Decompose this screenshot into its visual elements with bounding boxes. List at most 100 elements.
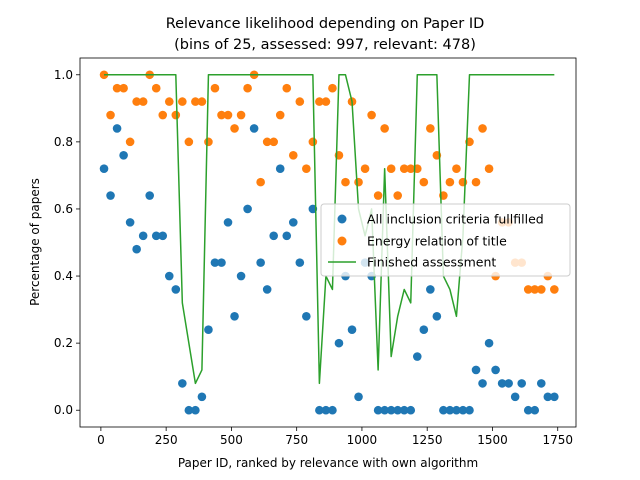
energy-title-point: [399, 164, 409, 173]
energy-title-point: [269, 137, 279, 147]
energy-title-point: [530, 285, 540, 294]
all-criteria-point: [465, 405, 474, 415]
plot-frame: [79, 57, 577, 428]
all-criteria-point: [334, 338, 344, 348]
energy-title-point: [99, 70, 109, 80]
all-criteria-point: [138, 231, 148, 241]
energy-title-point: [178, 97, 187, 106]
energy-title-point: [256, 177, 265, 187]
all-criteria-point: [321, 405, 331, 415]
energy-title-point: [112, 83, 122, 93]
x-tick-label: 250: [155, 433, 178, 447]
energy-title-point: [341, 177, 350, 187]
all-criteria-point: [132, 244, 141, 254]
energy-title-point: [536, 285, 546, 294]
energy-title-point: [243, 83, 252, 93]
energy-title-point: [151, 83, 161, 93]
x-tick-label: 500: [220, 433, 243, 447]
all-criteria-point: [230, 312, 239, 321]
all-criteria-point: [288, 218, 298, 227]
y-tick-label: 0.8: [54, 135, 73, 149]
energy-title-point: [354, 177, 363, 187]
all-criteria-point: [249, 124, 259, 133]
all-criteria-point: [217, 258, 226, 267]
all-criteria-point: [223, 218, 233, 227]
legend-label-all-criteria: All inclusion criteria fullfilled: [367, 212, 544, 227]
all-criteria-point: [112, 124, 122, 133]
energy-title-point: [302, 164, 311, 173]
all-criteria-point: [164, 271, 174, 281]
all-criteria-point: [497, 379, 507, 388]
y-tick-label: 0.2: [54, 336, 73, 350]
y-tick-label: 1.0: [54, 68, 73, 82]
all-criteria-point: [125, 218, 135, 227]
all-criteria-point: [386, 405, 396, 415]
all-criteria-point: [399, 405, 409, 415]
all-criteria-point: [478, 379, 487, 388]
series-0: [99, 124, 559, 415]
energy-title-point: [262, 137, 272, 147]
all-criteria-point: [536, 379, 546, 388]
energy-title-point: [419, 177, 429, 187]
energy-title-point: [184, 137, 194, 147]
y-tick-label: 0.0: [54, 403, 73, 417]
all-criteria-point: [191, 405, 200, 415]
x-axis-label: Paper ID, ranked by relevance with own a…: [178, 456, 478, 470]
all-criteria-point: [393, 405, 403, 415]
energy-title-point: [550, 285, 559, 294]
all-criteria-point: [426, 285, 435, 294]
all-criteria-point: [471, 365, 481, 375]
all-criteria-point: [99, 164, 109, 173]
all-criteria-point: [432, 312, 442, 321]
energy-title-point: [164, 97, 174, 106]
x-axis: 0 250 500 750 1000 1250 1500 1750: [97, 427, 573, 447]
energy-title-point: [236, 110, 246, 120]
y-axis: 0.0 0.2 0.4 0.6 0.8 1.0: [54, 68, 80, 417]
energy-title-point: [367, 110, 376, 120]
legend-label-energy-title: Energy relation of title: [367, 234, 507, 249]
all-criteria-point: [119, 150, 128, 160]
all-criteria-point: [204, 325, 213, 335]
all-criteria-point: [510, 392, 520, 402]
chart-subtitle: (bins of 25, assessed: 997, relevant: 47…: [174, 37, 476, 53]
energy-title-point: [275, 110, 285, 120]
legend-box: [320, 203, 571, 277]
finished-assessment-line: [104, 74, 555, 385]
energy-title-point: [210, 83, 220, 93]
energy-title-point: [217, 110, 226, 120]
all-criteria-point: [302, 312, 311, 321]
all-criteria-point: [145, 191, 154, 200]
all-criteria-point: [243, 204, 252, 214]
energy-title-point: [315, 97, 324, 106]
all-criteria-point: [406, 405, 416, 415]
y-tick-label: 0.6: [54, 202, 73, 216]
energy-title-point: [321, 97, 331, 106]
series-2: [104, 74, 555, 385]
energy-title-point: [393, 191, 403, 200]
x-tick-label: 1500: [477, 433, 508, 447]
all-criteria-point: [275, 164, 285, 173]
legend-marker-energy-title: [337, 236, 347, 246]
x-tick-label: 1000: [347, 433, 378, 447]
all-criteria-point: [262, 285, 272, 294]
all-criteria-point: [458, 405, 468, 415]
energy-title-point: [230, 124, 239, 133]
x-tick-label: 1750: [542, 433, 573, 447]
energy-title-point: [406, 164, 416, 173]
legend: All inclusion criteria fullfilled Energy…: [320, 203, 571, 277]
energy-title-point: [191, 97, 200, 106]
energy-title-point: [328, 83, 337, 93]
all-criteria-point: [295, 258, 305, 267]
energy-title-point: [380, 124, 389, 133]
x-tick-label: 750: [285, 433, 308, 447]
energy-title-point: [132, 97, 141, 106]
energy-title-point: [288, 150, 298, 160]
all-criteria-point: [419, 325, 429, 335]
all-criteria-point: [530, 405, 540, 415]
all-criteria-point: [269, 231, 279, 241]
all-criteria-point: [354, 392, 363, 402]
all-criteria-point: [236, 271, 246, 281]
all-criteria-point: [158, 231, 168, 241]
y-axis-label: Percentage of papers: [28, 178, 42, 306]
all-criteria-point: [412, 352, 422, 361]
